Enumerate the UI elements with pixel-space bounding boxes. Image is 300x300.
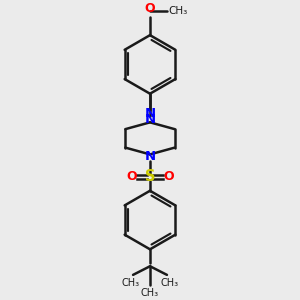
Text: N: N: [144, 107, 156, 120]
Text: CH₃: CH₃: [141, 288, 159, 298]
Text: CH₃: CH₃: [169, 6, 188, 16]
Text: CH₃: CH₃: [160, 278, 178, 288]
Text: CH₃: CH₃: [122, 278, 140, 288]
Text: S: S: [145, 169, 155, 184]
Text: O: O: [145, 2, 155, 15]
Text: N: N: [144, 113, 156, 126]
Text: O: O: [163, 170, 174, 183]
Text: N: N: [144, 150, 156, 164]
Text: O: O: [126, 170, 137, 183]
